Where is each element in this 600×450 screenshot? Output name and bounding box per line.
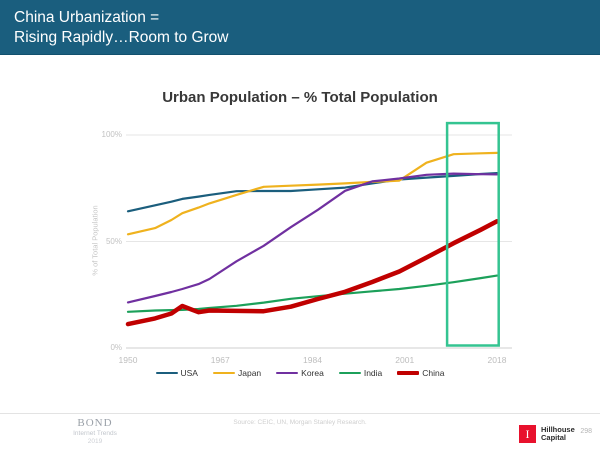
legend-label-india: India [363, 368, 383, 378]
series-line-usa [126, 172, 499, 213]
brand-subtitle: Internet Trends [73, 430, 117, 437]
legend-item-korea: Korea [276, 368, 324, 378]
hillhouse-logo-text: Hillhouse Capital [541, 426, 575, 442]
footer-divider [0, 413, 600, 414]
y-tick-100%: 100% [101, 130, 122, 139]
legend-item-china: China [397, 368, 445, 378]
x-tick-2001: 2001 [395, 355, 415, 365]
series-line-japan [126, 151, 499, 236]
chart-title: Urban Population – % Total Population [162, 89, 438, 106]
x-tick-2018: 2018 [487, 355, 507, 365]
source-note: Source: CEIC, UN, Morgan Stanley Researc… [233, 419, 367, 426]
slide-header: China Urbanization = Rising Rapidly…Room… [0, 0, 600, 55]
hillhouse-logo: I Hillhouse Capital [519, 425, 575, 443]
legend-swatch-usa [155, 371, 178, 375]
series-line-china [125, 219, 500, 327]
brand-block: BOND Internet Trends 2019 [30, 417, 160, 445]
legend-label-usa: USA [180, 368, 198, 378]
series-line-korea [126, 172, 499, 304]
legend-swatch-china [397, 371, 420, 375]
legend-label-japan: Japan [237, 368, 262, 378]
legend-item-india: India [338, 368, 383, 378]
hillhouse-logo-icon: I [519, 425, 536, 443]
legend-swatch-japan [212, 371, 235, 375]
legend-label-china: China [422, 368, 445, 378]
header-title-line2: Rising Rapidly…Room to Grow [14, 28, 229, 46]
x-tick-1984: 1984 [303, 355, 322, 365]
highlight-box [445, 121, 500, 347]
hillhouse-logo-line2: Capital [541, 433, 567, 442]
x-tick-1950: 1950 [118, 355, 138, 365]
legend-swatch-india [338, 371, 361, 375]
legend-swatch-korea [276, 371, 299, 375]
legend-item-japan: Japan [212, 368, 262, 378]
y-tick-0%: 0% [110, 343, 122, 352]
chart-legend: USA Japan Korea India China [0, 368, 600, 378]
page-number: 298 [580, 428, 592, 435]
y-tick-50%: 50% [105, 236, 122, 246]
brand-year: 2019 [87, 438, 103, 445]
brand-name: BOND [77, 417, 113, 429]
legend-item-usa: USA [155, 368, 198, 378]
header-title-line1: China Urbanization = [14, 9, 160, 26]
legend-label-korea: Korea [301, 368, 324, 378]
x-tick-1967: 1967 [210, 355, 230, 365]
hillhouse-logo-line1: Hillhouse [541, 425, 575, 434]
